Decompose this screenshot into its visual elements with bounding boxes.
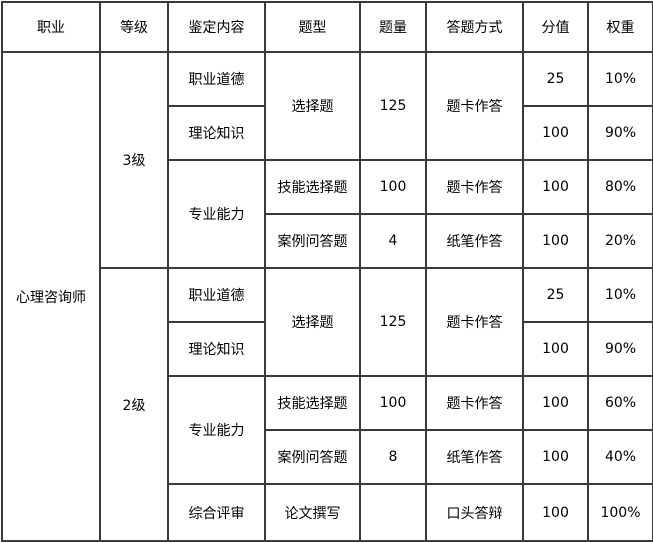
answer-method-cell: 题卡作答 (425, 375, 524, 431)
table-row: 综合评审 论文撰写 口头答辩 100 100% (2, 483, 653, 542)
score-cell: 100 (522, 105, 589, 161)
score-cell: 25 (522, 51, 589, 107)
assessment-content-cell: 理论知识 (167, 105, 266, 161)
weight-cell: 90% (587, 321, 653, 377)
assessment-content-cell: 职业道德 (167, 51, 266, 107)
assessment-content-cell: 专业能力 (167, 159, 266, 269)
table-row: 2级 职业道德 选择题 125 题卡作答 25 10% (2, 267, 653, 542)
assessment-content-cell: 综合评审 (167, 483, 266, 542)
score-cell: 25 (522, 267, 589, 323)
question-type-cell: 选择题 (264, 267, 361, 377)
question-count-cell: 4 (359, 213, 427, 269)
weight-cell: 20% (587, 213, 653, 269)
occupation-cell: 心理咨询师 (1, 51, 101, 542)
score-cell: 100 (522, 159, 589, 215)
column-header-weight: 权重 (587, 1, 653, 53)
question-type-cell: 论文撰写 (264, 483, 361, 542)
column-header-question-count: 题量 (359, 1, 427, 53)
question-type-cell: 技能选择题 (264, 375, 361, 431)
column-header-score: 分值 (522, 1, 589, 53)
table-row: 专业能力 技能选择题 100 题卡作答 100 80% (2, 159, 653, 269)
column-header-question-type: 题型 (264, 1, 361, 53)
table-row: 专业能力 技能选择题 100 题卡作答 100 60% (2, 375, 653, 485)
question-type-cell: 案例问答题 (264, 429, 361, 485)
score-cell: 100 (522, 213, 589, 269)
question-count-cell: 100 (359, 375, 427, 431)
question-type-cell: 技能选择题 (264, 159, 361, 215)
column-header-answer-method: 答题方式 (425, 1, 524, 53)
score-cell: 100 (522, 429, 589, 485)
weight-cell: 10% (587, 51, 653, 107)
weight-cell: 80% (587, 159, 653, 215)
weight-cell: 10% (587, 267, 653, 323)
level-cell-2: 2级 (99, 267, 169, 542)
table-row: 案例问答题 8 纸笔作答 100 40% (2, 429, 653, 485)
table-row: 心理咨询师 3级 职业道德 选择题 125 题卡作答 25 10% (1, 51, 653, 542)
table-header-row: 职业 等级 鉴定内容 题型 题量 答题方式 分值 权重 (1, 1, 653, 53)
weight-cell: 40% (587, 429, 653, 485)
assessment-content-cell: 职业道德 (167, 267, 266, 323)
level-cell-3: 3级 (99, 51, 169, 269)
assessment-content-cell: 专业能力 (167, 375, 266, 485)
question-type-cell: 案例问答题 (264, 213, 361, 269)
weight-cell: 90% (587, 105, 653, 161)
question-count-cell: 125 (359, 51, 427, 161)
question-count-empty-cell (359, 483, 427, 542)
column-header-occupation: 职业 (1, 1, 101, 53)
table-row: 案例问答题 4 纸笔作答 100 20% (2, 213, 653, 269)
weight-cell: 60% (587, 375, 653, 431)
answer-method-cell: 纸笔作答 (425, 429, 524, 485)
column-header-level: 等级 (99, 1, 169, 53)
table-row: 理论知识 100 90% (2, 105, 653, 161)
answer-method-cell: 题卡作答 (425, 267, 524, 377)
answer-method-cell: 纸笔作答 (425, 213, 524, 269)
column-header-content: 鉴定内容 (167, 1, 266, 53)
question-count-cell: 100 (359, 159, 427, 215)
question-type-cell: 选择题 (264, 51, 361, 161)
score-cell: 100 (522, 375, 589, 431)
answer-method-cell: 题卡作答 (425, 51, 524, 161)
answer-method-cell: 题卡作答 (425, 159, 524, 215)
assessment-content-cell: 理论知识 (167, 321, 266, 377)
answer-method-cell: 口头答辩 (425, 483, 524, 542)
table-row: 理论知识 100 90% (2, 321, 653, 377)
score-cell: 100 (522, 483, 589, 542)
weight-cell: 100% (587, 483, 653, 542)
question-count-cell: 125 (359, 267, 427, 377)
score-cell: 100 (522, 321, 589, 377)
question-count-cell: 8 (359, 429, 427, 485)
